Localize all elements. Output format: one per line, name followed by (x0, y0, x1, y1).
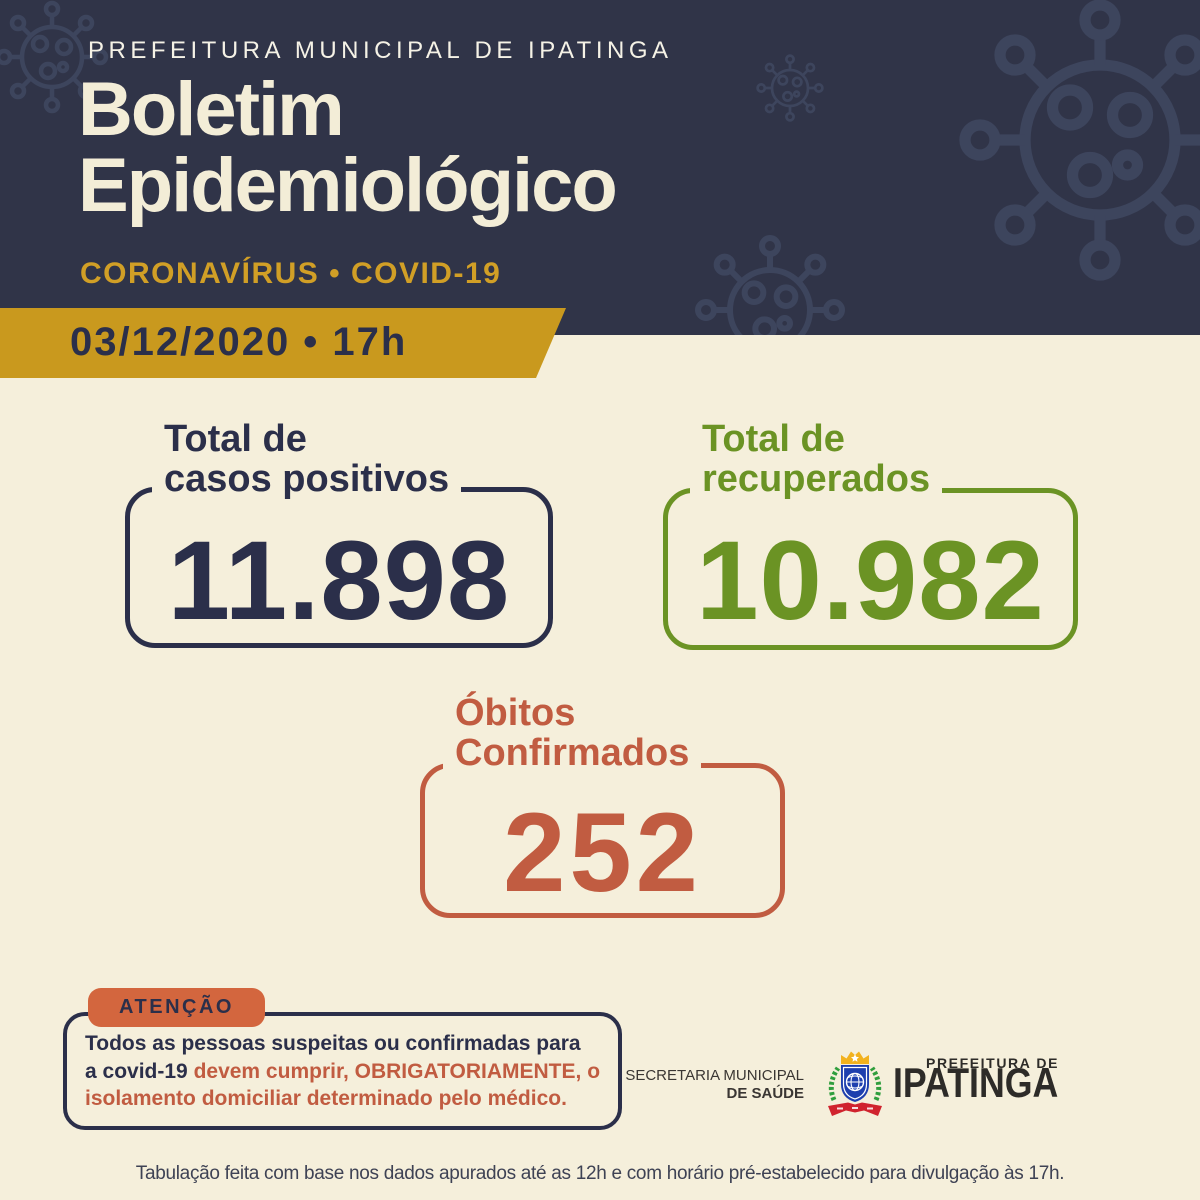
attention-text: Todos as pessoas suspeitas ou confirmada… (85, 1030, 625, 1113)
date-banner: 03/12/2020 • 17h (0, 308, 566, 378)
stat-value-casos-positivos: 11.898 (167, 518, 511, 643)
stat-label-line2: Confirmados (455, 731, 690, 774)
attention-text-line1: Todos as pessoas suspeitas ou confirmada… (85, 1032, 581, 1055)
stat-value-recuperados: 10.982 (696, 518, 1045, 643)
page-title-line1: Boletim (78, 67, 345, 152)
disclaimer-text: Tabulação feita com base nos dados apura… (135, 1163, 1065, 1184)
virus-icon-small (754, 52, 826, 124)
stat-label: Total de recuperados (690, 418, 943, 500)
stat-value-obitos: 252 (503, 790, 702, 915)
virus-icon-large (950, 0, 1200, 290)
stat-label-line1: Total de (702, 418, 845, 460)
pretitle: PREFEITURA MUNICIPAL DE IPATINGA (88, 37, 673, 64)
prefeitura-line1: PREFEITURA DE (926, 1055, 1060, 1071)
virus-icon-medium (690, 230, 850, 335)
secretaria-logo-text: SECRETARIA MUNICIPAL DE SAÚDE (540, 1068, 804, 1101)
stat-label: Total de casos positivos (152, 418, 462, 500)
page-title: Boletim Epidemiológico (78, 67, 618, 228)
stat-label-line1: Total de (164, 418, 307, 460)
stat-label-line1: Óbitos (455, 692, 576, 734)
secretaria-line2: DE SAÚDE (726, 1084, 804, 1102)
subtitle: CORONAVÍRUS • COVID-19 (80, 257, 502, 290)
stat-label: Óbitos Confirmados (443, 692, 702, 774)
date-text: 03/12/2020 • 17h (70, 320, 408, 364)
attention-box (63, 1012, 622, 1130)
attention-text-line3: isolamento domiciliar determinado pelo m… (85, 1087, 567, 1110)
page-title-line2: Epidemiológico (78, 143, 618, 228)
stat-label-line2: casos positivos (164, 457, 450, 500)
stat-label-line2: recuperados (702, 457, 931, 500)
attention-badge: ATENÇÃO (88, 988, 265, 1027)
prefeitura-line2: IPATINGA (893, 1059, 1059, 1106)
secretaria-line1: SECRETARIA MUNICIPAL (625, 1067, 804, 1084)
city-crest-icon (828, 1051, 882, 1116)
header-banner: PREFEITURA MUNICIPAL DE IPATINGA Boletim… (0, 0, 1200, 335)
attention-text-line2: a covid-19 devem cumprir, OBRIGATORIAMEN… (85, 1059, 601, 1083)
